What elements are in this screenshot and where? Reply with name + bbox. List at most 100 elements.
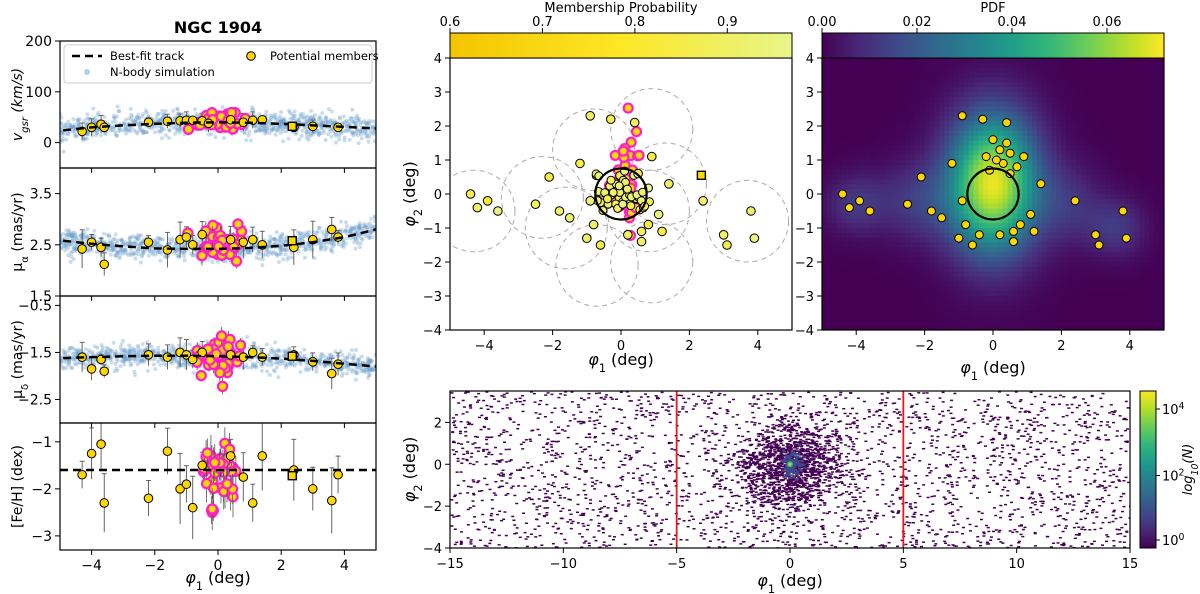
nbody-point xyxy=(60,139,63,144)
pdf-cell xyxy=(822,286,828,292)
pdf-cell xyxy=(905,179,911,185)
nbody-point xyxy=(137,246,142,251)
pdf-cell xyxy=(890,286,896,292)
pdf-cell xyxy=(875,140,882,147)
nbody-point xyxy=(112,116,117,121)
pdf-cell xyxy=(914,276,921,283)
nbody-point xyxy=(63,248,68,253)
pdf-cell xyxy=(909,296,916,302)
pdf-cell xyxy=(836,198,843,205)
nbody-point xyxy=(182,254,187,259)
pdf-cell xyxy=(905,130,911,137)
nbody-point xyxy=(71,245,76,250)
pdf-cell xyxy=(914,145,921,151)
pdf-cell xyxy=(944,116,950,122)
pdf-cell xyxy=(919,62,926,69)
pdf-cell xyxy=(846,198,852,205)
nbody-point xyxy=(63,131,68,136)
square-marker xyxy=(287,470,297,481)
nbody-point xyxy=(264,130,269,135)
pdf-cell xyxy=(826,189,833,195)
pdf-cell xyxy=(875,213,882,219)
nbody-point xyxy=(349,115,354,120)
nbody-point xyxy=(304,135,309,140)
nbody-point xyxy=(273,115,278,120)
pdf-cell xyxy=(919,72,926,79)
pdf-cell xyxy=(914,286,921,292)
pdf-cell xyxy=(924,174,931,181)
nbody-point xyxy=(137,116,142,121)
nbody-point xyxy=(287,346,292,351)
pdf-cell xyxy=(870,179,877,185)
pdf-cell xyxy=(831,198,838,205)
nbody-point xyxy=(67,242,72,247)
nbody-point xyxy=(75,351,80,356)
nbody-point xyxy=(355,231,360,236)
pdf-cell xyxy=(851,101,857,108)
pdf-cell xyxy=(846,315,852,321)
nbody-point xyxy=(353,121,358,126)
pdf-cell xyxy=(900,203,906,210)
pdf-cell xyxy=(875,135,882,142)
pdf-cell xyxy=(939,82,945,88)
pdf-cell xyxy=(861,266,867,273)
pdf-cell xyxy=(900,223,906,229)
nbody-point xyxy=(163,254,168,259)
nbody-point xyxy=(257,251,262,256)
pdf-cell xyxy=(846,116,852,122)
pdf-cell xyxy=(919,310,926,317)
nbody-point xyxy=(318,358,323,363)
nbody-point xyxy=(62,243,67,248)
nbody-point xyxy=(363,224,368,229)
pdf-cell xyxy=(856,281,862,287)
pdf-cell xyxy=(934,164,940,171)
pdf-cell xyxy=(929,242,935,249)
nbody-point xyxy=(304,356,309,361)
pdf-cell xyxy=(846,160,852,166)
pdf-cell xyxy=(826,140,833,147)
nbody-point xyxy=(312,130,317,135)
pdf-cell xyxy=(885,82,891,88)
pdf-cell xyxy=(861,126,867,132)
nbody-point xyxy=(271,368,276,373)
pdf-cell xyxy=(880,198,887,205)
pdf-cell xyxy=(870,310,877,317)
pdf-cell xyxy=(919,87,926,93)
nbody-point xyxy=(265,253,270,258)
pdf-cell xyxy=(885,203,891,210)
nbody-point xyxy=(71,230,76,235)
pdf-cell xyxy=(885,160,891,166)
pdf-cell xyxy=(841,67,848,74)
nbody-point xyxy=(267,239,272,244)
best-fit-track xyxy=(63,354,376,368)
nbody-point xyxy=(336,137,341,142)
pdf-cell xyxy=(865,271,872,278)
pdf-cell xyxy=(944,276,950,283)
nbody-point xyxy=(275,253,280,258)
nbody-point xyxy=(283,365,288,370)
pdf-cell xyxy=(841,160,848,166)
nbody-point xyxy=(339,131,344,136)
pdf-cell xyxy=(841,296,848,302)
y-tick-label: 1.5 xyxy=(30,289,52,305)
pdf-cell xyxy=(939,325,945,330)
pdf-cell xyxy=(934,247,940,253)
nbody-point xyxy=(319,119,324,124)
nbody-point xyxy=(94,130,99,135)
nbody-point xyxy=(358,362,363,367)
nbody-point xyxy=(340,371,345,376)
nbody-point xyxy=(182,250,187,255)
nbody-point xyxy=(333,133,338,138)
member-point xyxy=(544,172,554,182)
pdf-cell xyxy=(826,218,833,224)
pdf-cell xyxy=(870,320,877,326)
nbody-point xyxy=(221,135,226,140)
pdf-cell xyxy=(861,101,867,108)
nbody-point xyxy=(323,363,328,368)
pdf-cell xyxy=(831,296,838,302)
pdf-cell xyxy=(939,242,945,249)
pdf-cell xyxy=(885,96,891,103)
nbody-point xyxy=(335,131,340,136)
pdf-cell xyxy=(929,271,935,278)
